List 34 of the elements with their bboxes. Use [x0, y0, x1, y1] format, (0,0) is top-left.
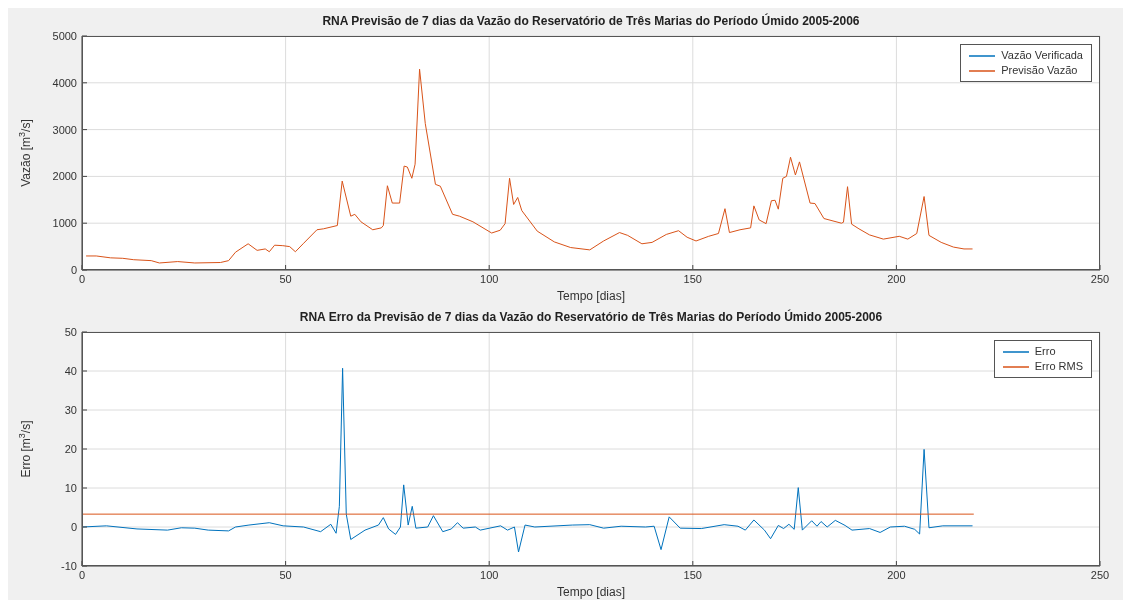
x-tick-label: 250 [1090, 272, 1110, 285]
x-tick-label: 200 [887, 568, 906, 581]
y-tick-label: 1000 [52, 217, 77, 230]
y-tick-label: 3000 [52, 123, 77, 136]
x-tick-label: 150 [683, 568, 702, 581]
y-tick-label: 2000 [52, 170, 77, 183]
x-tick-label: 250 [1090, 568, 1110, 581]
y-tick-label: 5000 [52, 29, 77, 42]
x-tick-label: 100 [480, 272, 499, 285]
legend-label: Erro RMS [1034, 359, 1083, 374]
y-tick-label: 10 [64, 481, 77, 494]
y-tick-label: -10 [61, 559, 77, 572]
y-tick-label: 50 [64, 325, 77, 338]
legend-label: Vazão Verificada [1001, 48, 1083, 63]
y-tick-label: 0 [70, 520, 77, 533]
x-tick-label: 0 [78, 272, 86, 285]
y-tick-label: 20 [64, 442, 77, 455]
y-tick-label: 40 [64, 364, 77, 377]
x-tick-label: 0 [78, 568, 86, 581]
y-tick-label: 4000 [52, 76, 77, 89]
y-tick-label: 30 [64, 403, 77, 416]
line-series [85, 68, 974, 264]
x-tick-label: 200 [887, 272, 906, 285]
chart-title: RNA Previsão de 7 dias da Vazão do Reservatório de Três Marias do Período Úmido 2005-2006 [321, 14, 861, 28]
x-tick-label: 100 [480, 568, 499, 581]
x-axis-title: Tempo [dias] [556, 289, 626, 303]
x-tick-label: 50 [279, 568, 292, 581]
legend-label: Previsão Vazão [1001, 63, 1078, 78]
y-tick-label: 0 [70, 263, 77, 276]
x-tick-label: 50 [279, 272, 292, 285]
x-tick-label: 150 [683, 272, 702, 285]
legend-label: Erro [1034, 344, 1056, 359]
x-axis-title: Tempo [dias] [556, 585, 626, 599]
chart-title: RNA Erro da Previsão de 7 dias da Vazão do Reservatório de Três Marias do Período Úmido 2005-2006 [298, 310, 884, 324]
